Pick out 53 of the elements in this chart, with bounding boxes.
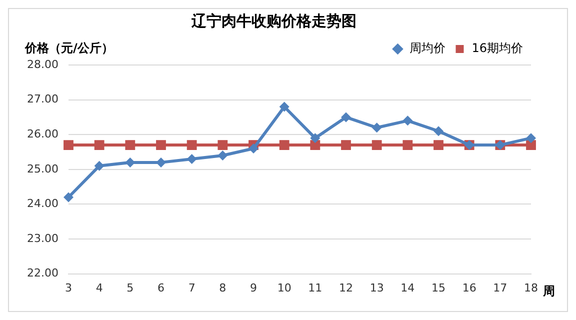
point <box>372 122 382 133</box>
point <box>434 126 444 136</box>
x-tick-label: 11 <box>308 281 322 294</box>
x-tick-label: 12 <box>338 281 353 294</box>
point <box>526 133 536 144</box>
point <box>310 133 320 144</box>
x-axis-title: 周 <box>542 284 555 298</box>
legend-label: 16期均价 <box>472 41 524 56</box>
point <box>186 154 197 164</box>
point <box>63 192 74 202</box>
x-tick-label: 18 <box>524 281 538 294</box>
point <box>279 140 290 150</box>
x-tick-label: 10 <box>277 281 292 294</box>
x-tick-label: 3 <box>64 281 72 294</box>
x-tick-label: 13 <box>370 281 384 294</box>
point <box>402 140 413 150</box>
x-tick-label: 7 <box>188 281 196 294</box>
point <box>341 140 351 150</box>
y-axis-title: 价格（元/公斤） <box>24 41 114 56</box>
point <box>402 116 413 126</box>
x-tick-label: 8 <box>219 281 226 294</box>
point <box>218 140 228 150</box>
point <box>125 140 136 150</box>
point <box>218 150 228 160</box>
y-tick-label: 25.00 <box>26 162 58 176</box>
y-tick-label: 22.00 <box>26 266 58 280</box>
point <box>186 140 197 150</box>
point <box>372 140 382 150</box>
x-tick-label: 4 <box>96 281 103 294</box>
point <box>279 102 290 112</box>
x-tick-label: 16 <box>462 281 476 294</box>
y-tick-label: 23.00 <box>26 232 58 245</box>
point <box>125 157 136 168</box>
chart-title: 辽宁肉牛收购价格走势图 <box>190 12 356 30</box>
point <box>94 140 104 150</box>
point <box>340 112 351 122</box>
y-tick-label: 26.00 <box>26 127 58 140</box>
x-tick-label: 6 <box>157 281 164 294</box>
x-tick-label: 15 <box>432 281 446 294</box>
y-tick-label: 24.00 <box>26 197 58 210</box>
x-tick-label: 9 <box>250 281 257 294</box>
y-tick-label: 28.00 <box>26 58 58 71</box>
x-tick-label: 17 <box>493 281 508 294</box>
y-tick-label: 27.00 <box>26 92 58 106</box>
point <box>64 140 74 150</box>
x-tick-label: 14 <box>400 281 415 294</box>
point <box>310 140 320 150</box>
point <box>94 160 104 171</box>
point <box>156 140 166 150</box>
x-tick-label: 5 <box>126 281 134 294</box>
legend-label: 周均价 <box>410 41 446 56</box>
point <box>248 144 258 154</box>
point <box>434 140 444 150</box>
